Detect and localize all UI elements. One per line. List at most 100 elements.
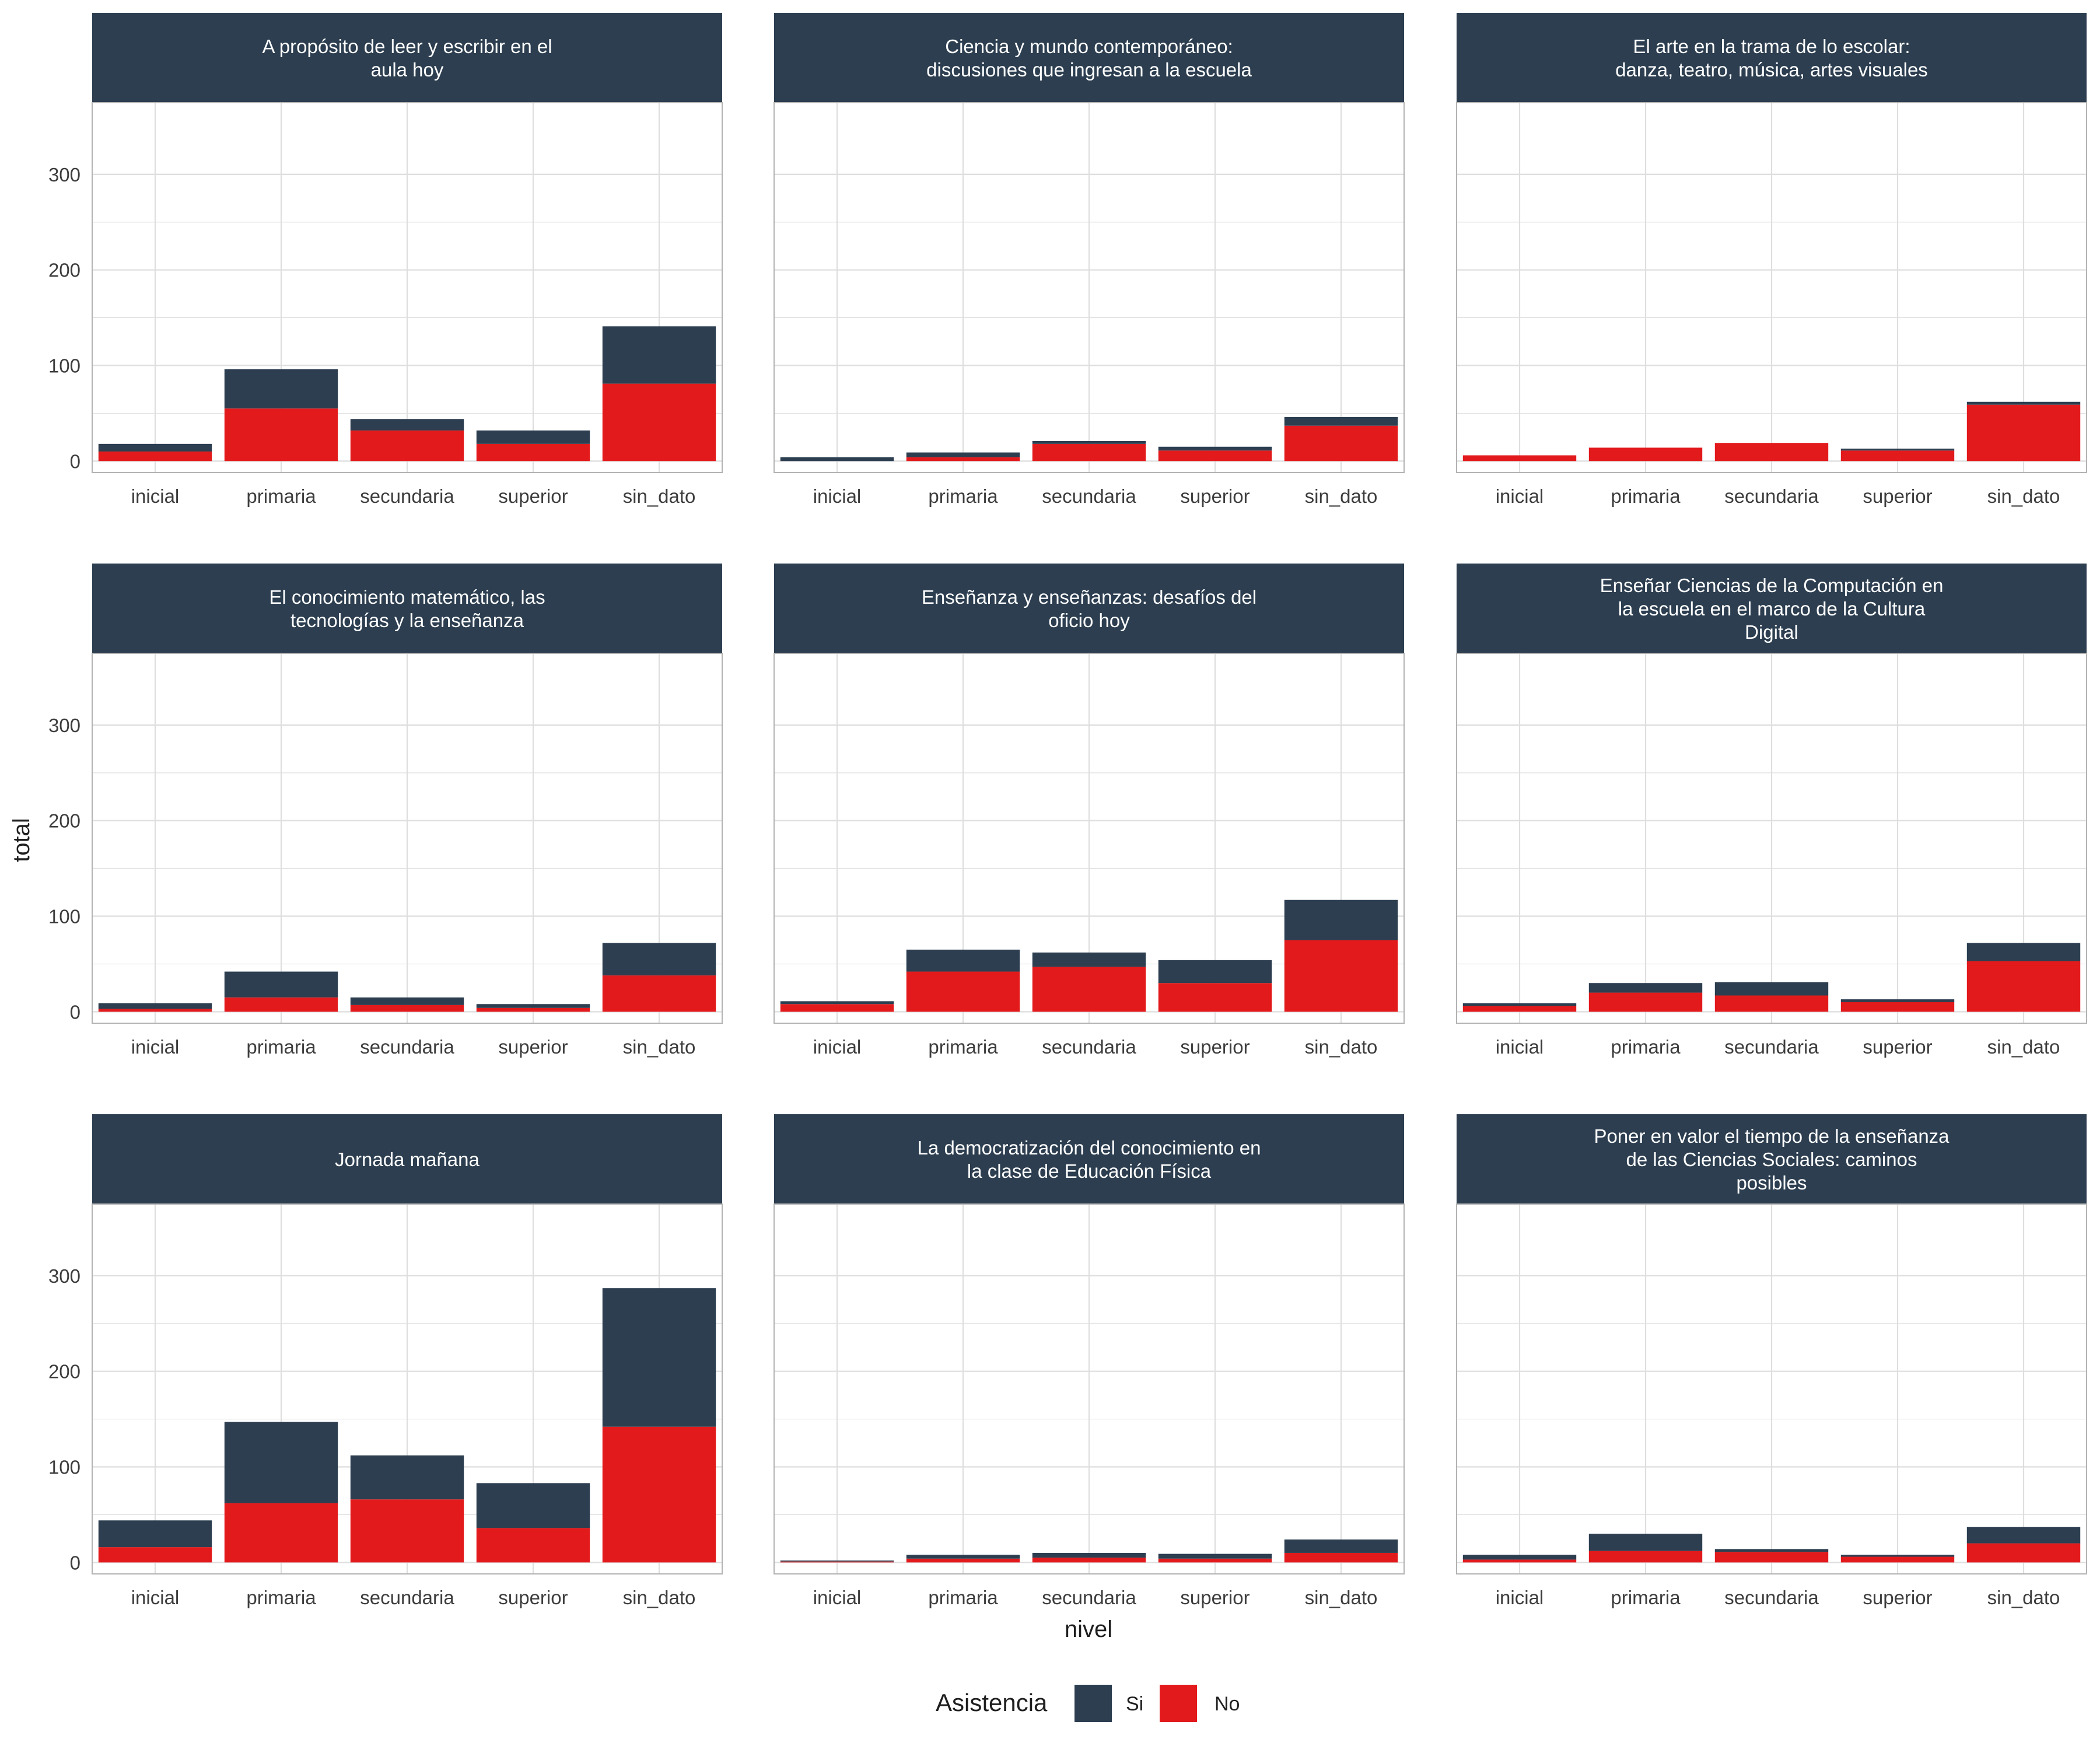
legend-swatch-no: [1160, 1685, 1197, 1722]
x-tick-label: primaria: [928, 485, 998, 507]
bar-no: [1158, 983, 1272, 1012]
bar-si: [224, 369, 338, 409]
y-tick-label: 200: [48, 260, 80, 281]
facet-panel: La democratización del conocimiento enla…: [774, 1114, 1405, 1608]
facet-title-line: aula hoy: [371, 59, 444, 81]
bar-no: [476, 1528, 590, 1563]
bar-no: [1714, 995, 1829, 1012]
y-tick-label: 0: [70, 1001, 80, 1023]
x-tick-label: superior: [1863, 1036, 1932, 1058]
facet-title-line: Enseñar Ciencias de la Computación en: [1600, 575, 1944, 596]
bar-no: [780, 1561, 894, 1563]
bar-no: [1284, 940, 1398, 1012]
bar-no: [98, 1547, 212, 1563]
bar-no: [906, 1558, 1020, 1563]
bar-si: [98, 443, 212, 452]
x-tick-label: superior: [1863, 485, 1932, 507]
facet-title-line: Poner en valor el tiempo de la enseñanza: [1594, 1125, 1950, 1147]
x-tick-label: superior: [498, 485, 568, 507]
bar-no: [1462, 1559, 1577, 1563]
bar-si: [1284, 1539, 1398, 1553]
bar-si: [98, 1520, 212, 1548]
bar-no: [98, 1009, 212, 1012]
panel-border: [92, 1203, 723, 1574]
facet-panel: El arte en la trama de lo escolar:danza,…: [1456, 13, 2087, 507]
x-tick-label: inicial: [131, 1587, 180, 1608]
bar-si: [350, 997, 464, 1005]
y-tick-label: 200: [48, 1361, 80, 1383]
bar-no: [1284, 1552, 1398, 1563]
bar-no: [1158, 1558, 1272, 1563]
x-tick-label: superior: [1180, 1036, 1250, 1058]
facet-strip: [774, 13, 1404, 103]
facet-panel: El conocimiento matemático, lastecnologí…: [48, 564, 723, 1058]
bar-si: [780, 1001, 894, 1005]
x-tick-label: secundaria: [1042, 485, 1136, 507]
facet-strip: [774, 564, 1404, 653]
x-tick-label: secundaria: [1724, 485, 1819, 507]
facet-strip: [1457, 564, 2087, 653]
x-tick-label: inicial: [1496, 1036, 1544, 1058]
bar-no: [350, 1499, 464, 1563]
x-tick-label: sin_dato: [1305, 1036, 1378, 1058]
bar-no: [1462, 455, 1577, 461]
x-tick-label: sin_dato: [623, 1587, 696, 1608]
x-tick-label: secundaria: [360, 485, 454, 507]
x-tick-label: primaria: [928, 1587, 998, 1608]
panel-border: [774, 102, 1405, 473]
facet-strip: [92, 1114, 722, 1204]
facet-panel: Enseñanza y enseñanzas: desafíos delofic…: [774, 564, 1405, 1058]
x-tick-label: primaria: [1611, 1587, 1681, 1608]
x-tick-label: sin_dato: [1305, 485, 1378, 507]
bar-no: [476, 1007, 590, 1012]
bar-si: [1966, 943, 2081, 961]
x-tick-label: inicial: [813, 485, 862, 507]
bar-si: [224, 1422, 338, 1503]
facet-title-line: El arte en la trama de lo escolar:: [1633, 36, 1910, 57]
bar-no: [1714, 443, 1829, 461]
bar-si: [1840, 449, 1955, 451]
facet-panel: Poner en valor el tiempo de la enseñanza…: [1456, 1114, 2087, 1608]
bar-no: [780, 1004, 894, 1012]
bar-no: [602, 975, 716, 1012]
bar-si: [1462, 1555, 1577, 1560]
x-tick-label: inicial: [1496, 485, 1544, 507]
bar-si: [1462, 1003, 1577, 1006]
facet-title-line: danza, teatro, música, artes visuales: [1615, 59, 1928, 81]
facet-title-line: tecnologías y la enseñanza: [290, 610, 524, 631]
bar-si: [1032, 1552, 1146, 1558]
bar-no: [1966, 961, 2081, 1012]
legend: Asistencia Si No: [936, 1685, 1240, 1722]
facet-title-line: Ciencia y mundo contemporáneo:: [945, 36, 1233, 57]
bar-no: [1158, 450, 1272, 461]
facet-strip: [1457, 1114, 2087, 1204]
bar-no: [602, 1426, 716, 1563]
facet-title-line: de las Ciencias Sociales: caminos: [1626, 1149, 1917, 1170]
x-tick-label: primaria: [1611, 1036, 1681, 1058]
facet-title-line: El conocimiento matemático, las: [269, 586, 545, 608]
bar-si: [1032, 952, 1146, 967]
facet-title-line: Digital: [1745, 621, 1798, 643]
bar-si: [1714, 1549, 1829, 1552]
bar-si: [1966, 401, 2081, 405]
bar-si: [1588, 1534, 1703, 1551]
facet-panel: Enseñar Ciencias de la Computación enla …: [1456, 564, 2087, 1058]
x-tick-label: inicial: [813, 1587, 862, 1608]
legend-title: Asistencia: [936, 1689, 1048, 1716]
x-tick-label: primaria: [246, 1587, 316, 1608]
bar-si: [1840, 999, 1955, 1002]
bar-si: [602, 943, 716, 976]
bar-no: [224, 1503, 338, 1563]
y-tick-label: 0: [70, 450, 80, 472]
legend-swatch-si: [1074, 1685, 1112, 1722]
x-tick-label: superior: [1180, 1587, 1250, 1608]
y-tick-label: 0: [70, 1552, 80, 1573]
panel-border: [1456, 1203, 2087, 1574]
facet-strip: [92, 13, 722, 103]
x-tick-label: inicial: [1496, 1587, 1544, 1608]
bar-no: [350, 1005, 464, 1012]
bar-no: [1032, 443, 1146, 461]
facet-panel: A propósito de leer y escribir en elaula…: [48, 13, 723, 507]
bar-no: [1714, 1552, 1829, 1563]
y-tick-label: 300: [48, 715, 80, 736]
